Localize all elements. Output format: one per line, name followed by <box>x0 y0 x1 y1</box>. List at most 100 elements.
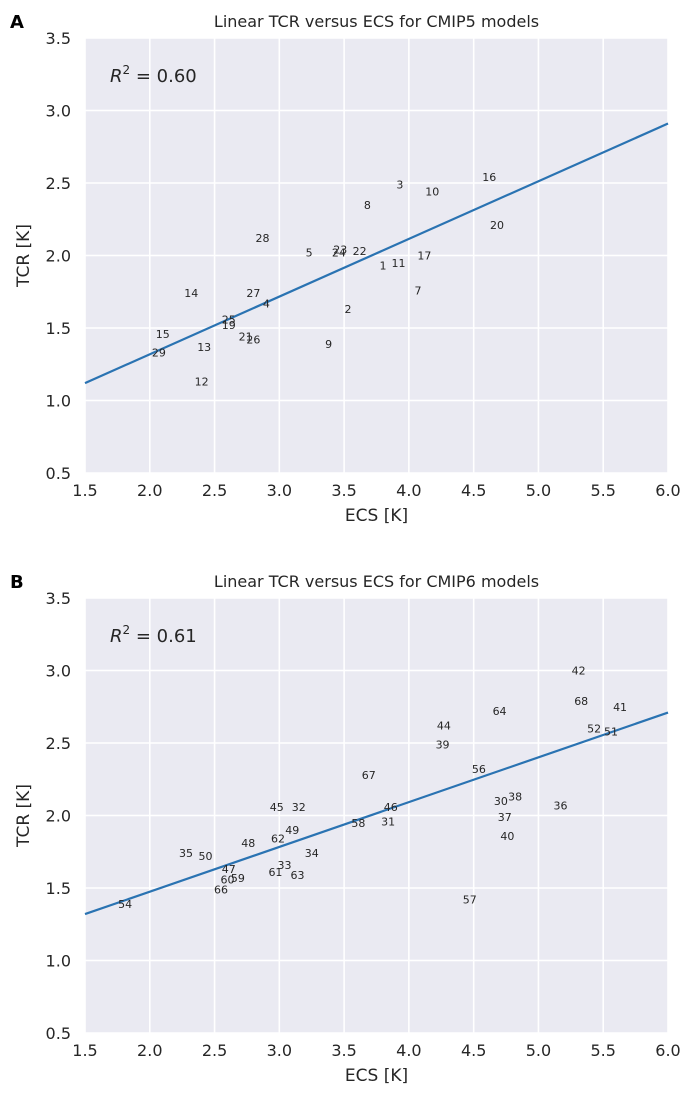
point-label: 19 <box>222 319 236 332</box>
point-label: 44 <box>437 720 451 733</box>
point-label: 1 <box>379 260 386 273</box>
r-squared-annotation: R2 = 0.60 <box>110 63 197 87</box>
point-label: 28 <box>255 232 269 245</box>
x-tick-label: 1.5 <box>72 1041 97 1060</box>
panel-label: A <box>10 12 24 33</box>
x-tick-label: 2.5 <box>202 1041 227 1060</box>
point-label: 16 <box>482 171 496 184</box>
point-label: 46 <box>384 801 398 814</box>
point-label: 7 <box>414 284 421 297</box>
point-label: 11 <box>392 257 406 270</box>
r-superscript: 2 <box>123 623 131 637</box>
point-label: 8 <box>364 199 371 212</box>
point-label: 23 <box>333 244 347 257</box>
point-label: 39 <box>436 738 450 751</box>
y-tick-label: 0.5 <box>46 464 71 483</box>
point-label: 63 <box>290 869 304 882</box>
y-tick-label: 1.0 <box>46 392 71 411</box>
x-tick-label: 3.5 <box>331 1041 356 1060</box>
point-label: 35 <box>179 847 193 860</box>
point-label: 60 <box>221 873 235 886</box>
regression-line <box>84 122 669 385</box>
scatter-chart-svg: 1.5 2.0 2.5 3.0 3.5 4.0 4.5 5.0 5.5 6.0 0.5 1.0 1.5 2… <box>10 12 681 526</box>
y-tick-label: 3.5 <box>46 29 71 48</box>
chart-panel-a: 1.5 2.0 2.5 3.0 3.5 4.0 4.5 5.0 5.5 6.0 0.5 1.0 1.5 2… <box>0 0 685 547</box>
point-label: 50 <box>198 850 212 863</box>
point-label: 59 <box>231 872 245 885</box>
r-symbol: R <box>110 626 123 647</box>
point-label: 29 <box>152 347 166 360</box>
chart-title: Linear TCR versus ECS for CMIP5 models <box>214 12 539 31</box>
x-tick-label: 6.0 <box>655 481 680 500</box>
point-label: 21 <box>239 331 253 344</box>
point-label: 34 <box>305 847 319 860</box>
r-value: = 0.61 <box>130 626 197 647</box>
point-label: 68 <box>574 695 588 708</box>
point-label: 26 <box>246 334 260 347</box>
x-tick-label: 4.0 <box>396 1041 421 1060</box>
point-label: 67 <box>362 769 376 782</box>
y-tick-label: 3.0 <box>46 102 71 121</box>
point-label: 13 <box>197 341 211 354</box>
x-tick-label: 4.5 <box>461 1041 486 1060</box>
point-label: 42 <box>572 665 586 678</box>
y-tick-label: 2.0 <box>46 247 71 266</box>
point-label: 54 <box>118 898 132 911</box>
y-axis-label: TCR [K] <box>14 224 34 288</box>
x-tick-label: 5.0 <box>526 1041 551 1060</box>
point-label: 24 <box>332 247 346 260</box>
point-label: 5 <box>306 247 313 260</box>
point-label: 66 <box>214 883 228 896</box>
point-label: 2 <box>344 303 351 316</box>
point-label: 4 <box>263 297 270 310</box>
panel-label: B <box>10 572 24 593</box>
x-tick-label: 5.5 <box>590 1041 615 1060</box>
point-label: 40 <box>500 830 514 843</box>
point-label: 22 <box>353 245 367 258</box>
point-label: 15 <box>156 328 170 341</box>
r-value: = 0.60 <box>130 66 197 87</box>
x-tick-label: 4.5 <box>461 481 486 500</box>
point-label: 41 <box>613 701 627 714</box>
point-label: 27 <box>246 287 260 300</box>
point-label: 36 <box>553 799 567 812</box>
r-superscript: 2 <box>123 63 131 77</box>
x-tick-label: 6.0 <box>655 1041 680 1060</box>
point-label: 25 <box>222 313 236 326</box>
y-tick-label: 1.0 <box>46 952 71 971</box>
point-label: 32 <box>292 801 306 814</box>
y-tick-label: 1.5 <box>46 879 71 898</box>
scatter-chart-svg: 1.5 2.0 2.5 3.0 3.5 4.0 4.5 5.0 5.5 6.0 0.5 1.0 1.5 2… <box>10 572 681 1086</box>
y-axis-label: TCR [K] <box>14 784 34 848</box>
x-axis-label: ECS [K] <box>345 1066 408 1086</box>
point-label: 49 <box>285 824 299 837</box>
x-tick-label: 1.5 <box>72 481 97 500</box>
point-label: 62 <box>271 833 285 846</box>
point-label: 64 <box>493 705 507 718</box>
r-symbol: R <box>110 66 123 87</box>
point-label: 58 <box>351 817 365 830</box>
point-label: 37 <box>498 811 512 824</box>
point-label: 10 <box>425 186 439 199</box>
x-tick-label: 2.0 <box>137 1041 162 1060</box>
point-label: 45 <box>270 801 284 814</box>
point-label: 14 <box>184 287 198 300</box>
point-label: 38 <box>508 791 522 804</box>
chart-panel-b: 1.5 2.0 2.5 3.0 3.5 4.0 4.5 5.0 5.5 6.0 0.5 1.0 1.5 2… <box>0 560 685 1107</box>
y-tick-label: 2.0 <box>46 807 71 826</box>
x-tick-label: 2.5 <box>202 481 227 500</box>
regression-line <box>84 711 669 916</box>
y-tick-label: 0.5 <box>46 1024 71 1043</box>
point-label: 57 <box>463 894 477 907</box>
point-label: 9 <box>325 338 332 351</box>
point-label: 30 <box>494 795 508 808</box>
point-label: 51 <box>604 725 618 738</box>
x-tick-label: 3.5 <box>331 481 356 500</box>
r-squared-annotation: R2 = 0.61 <box>110 623 197 647</box>
x-tick-label: 5.5 <box>590 481 615 500</box>
point-label: 56 <box>472 763 486 776</box>
point-label: 17 <box>417 250 431 263</box>
point-label: 52 <box>587 723 601 736</box>
point-label: 48 <box>241 837 255 850</box>
point-label: 20 <box>490 219 504 232</box>
